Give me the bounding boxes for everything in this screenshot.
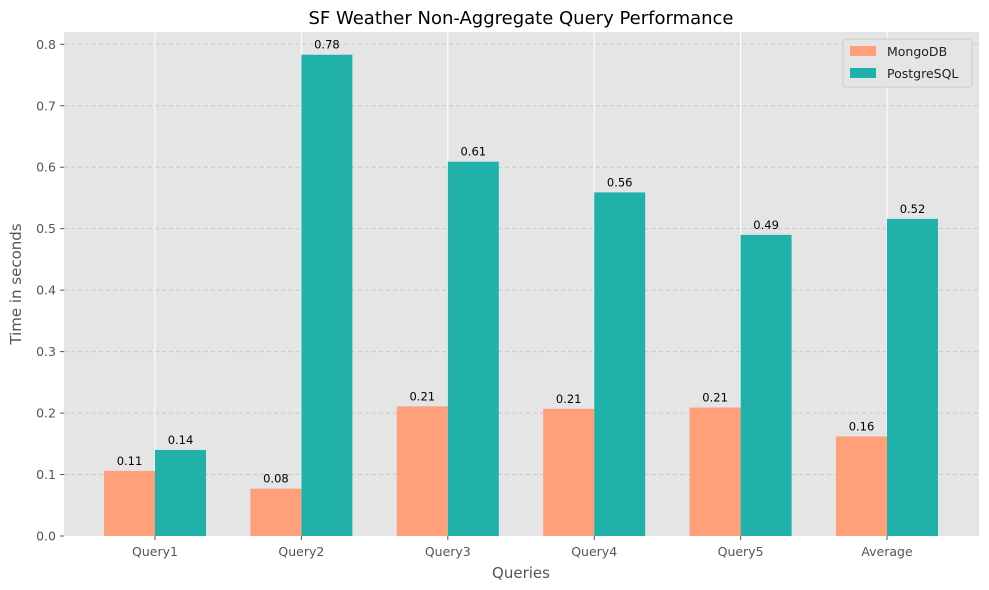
x-tick-label: Query5 <box>718 544 764 559</box>
bar-value-label: 0.78 <box>314 38 340 52</box>
y-tick-label: 0.8 <box>36 37 56 52</box>
x-tick-label: Average <box>861 544 913 559</box>
y-tick-label: 0.3 <box>36 344 56 359</box>
bar-value-label: 0.21 <box>556 392 582 406</box>
legend-label-mongodb: MongoDB <box>887 44 947 59</box>
plot-background <box>64 32 979 536</box>
x-tick-label: Query4 <box>571 544 617 559</box>
bar-value-label: 0.56 <box>607 175 633 189</box>
bar-value-label: 0.08 <box>263 472 289 486</box>
bar-postgresql-query2 <box>301 54 353 537</box>
bar-value-label: 0.21 <box>702 391 728 405</box>
x-axis-ticks: Query1 Query2 Query3 Query4 Query5 Average <box>132 536 913 559</box>
legend-swatch-postgresql <box>850 68 876 78</box>
y-tick-label: 0.6 <box>36 160 56 175</box>
legend: MongoDB PostgreSQL <box>842 38 973 88</box>
legend-swatch-mongodb <box>850 46 876 56</box>
bar-value-label: 0.52 <box>900 202 926 216</box>
bar-value-label: 0.49 <box>753 218 779 232</box>
bar-mongodb-query2 <box>250 488 302 536</box>
bar-value-label: 0.61 <box>460 145 486 159</box>
bar-value-label: 0.14 <box>168 433 194 447</box>
bar-postgresql-query5 <box>740 234 792 536</box>
bar-postgresql-query3 <box>447 161 499 536</box>
y-tick-label: 0.5 <box>36 221 56 236</box>
y-tick-label: 0.7 <box>36 98 56 113</box>
y-axis-ticks: 0.0 0.1 0.2 0.3 0.4 0.5 0.6 0.7 0.8 <box>36 37 64 544</box>
bar-postgresql-query4 <box>594 192 646 537</box>
bar-mongodb-average <box>836 436 887 536</box>
y-tick-label: 0.4 <box>36 283 56 298</box>
bar-postgresql-average <box>887 218 938 536</box>
y-tick-label: 0.0 <box>36 529 56 544</box>
y-tick-label: 0.2 <box>36 406 56 421</box>
bar-value-label: 0.11 <box>117 454 143 468</box>
x-tick-label: Query1 <box>132 544 178 559</box>
bar-mongodb-query3 <box>396 406 448 536</box>
x-axis-title: Queries <box>492 564 550 582</box>
x-tick-label: Query2 <box>278 544 324 559</box>
bar-mongodb-query4 <box>543 408 595 536</box>
x-tick-label: Query3 <box>425 544 471 559</box>
bars <box>104 54 938 537</box>
legend-label-postgresql: PostgreSQL <box>887 66 958 81</box>
y-tick-label: 0.1 <box>36 467 56 482</box>
bar-value-label: 0.16 <box>849 419 875 433</box>
bar-value-label: 0.21 <box>409 389 435 403</box>
bar-mongodb-query1 <box>104 470 155 536</box>
bar-postgresql-query1 <box>155 449 206 536</box>
bar-mongodb-query5 <box>689 407 741 536</box>
chart-title: SF Weather Non-Aggregate Query Performan… <box>308 8 733 29</box>
y-axis-title: Time in seconds <box>7 223 25 345</box>
bar-value-labels: 0.11 0.08 0.21 0.21 0.21 0.16 0.14 0.78 0.61 0.56… <box>117 38 926 486</box>
